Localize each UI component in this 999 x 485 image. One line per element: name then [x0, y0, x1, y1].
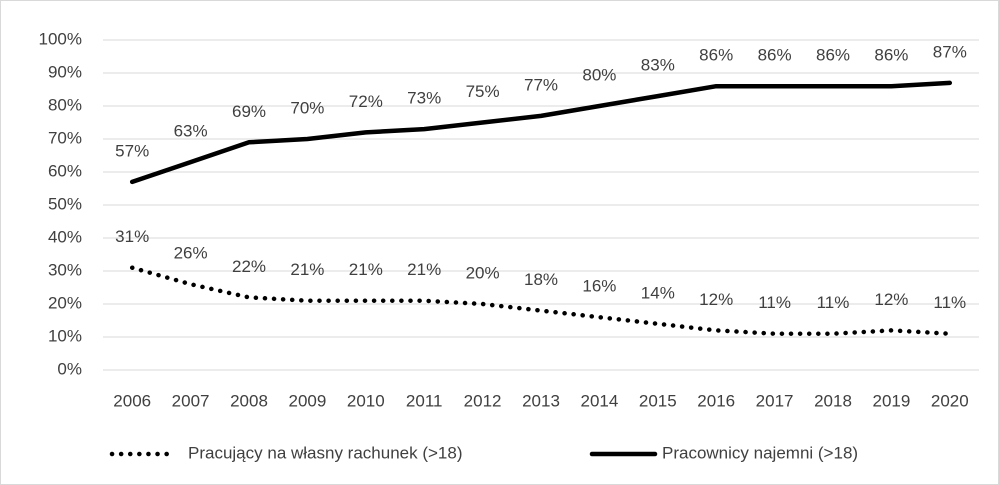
data-label: 75%: [466, 82, 500, 101]
legend-label: Pracownicy najemni (>18): [662, 443, 858, 462]
x-tick-label: 2009: [288, 391, 326, 410]
data-label: 86%: [758, 46, 792, 65]
x-tick-label: 2010: [347, 391, 385, 410]
y-tick-label: 40%: [48, 227, 82, 246]
data-label: 83%: [641, 56, 675, 75]
data-label: 77%: [524, 75, 558, 94]
x-tick-label: 2015: [639, 391, 677, 410]
data-label: 80%: [582, 65, 616, 84]
y-tick-label: 90%: [48, 62, 82, 81]
data-label: 11%: [758, 293, 791, 312]
data-label: 16%: [582, 277, 616, 296]
y-tick-label: 60%: [48, 161, 82, 180]
data-label: 86%: [699, 46, 733, 65]
data-label: 31%: [115, 227, 149, 246]
x-tick-label: 2006: [113, 391, 151, 410]
x-tick-label: 2020: [931, 391, 969, 410]
data-label: 18%: [524, 270, 558, 289]
y-tick-label: 30%: [48, 260, 82, 279]
x-tick-label: 2012: [464, 391, 502, 410]
x-tick-label: 2019: [872, 391, 910, 410]
data-label: 69%: [232, 102, 266, 121]
x-tick-label: 2016: [697, 391, 735, 410]
legend-label: Pracujący na własny rachunek (>18): [188, 443, 463, 462]
x-tick-label: 2013: [522, 391, 560, 410]
x-tick-label: 2007: [172, 391, 210, 410]
y-tick-label: 10%: [48, 326, 82, 345]
y-tick-label: 70%: [48, 128, 82, 147]
data-label: 63%: [174, 122, 208, 141]
data-label: 21%: [407, 260, 441, 279]
data-label: 21%: [349, 260, 383, 279]
data-label: 72%: [349, 92, 383, 111]
data-label: 14%: [641, 283, 675, 302]
y-tick-label: 0%: [57, 359, 82, 378]
data-label: 70%: [290, 98, 324, 117]
data-label: 86%: [874, 46, 908, 65]
data-label: 22%: [232, 257, 266, 276]
data-label: 86%: [816, 46, 850, 65]
data-label: 26%: [174, 244, 208, 263]
data-label: 57%: [115, 141, 149, 160]
x-tick-label: 2017: [756, 391, 794, 410]
data-label: 73%: [407, 89, 441, 108]
data-label: 87%: [933, 42, 967, 61]
y-tick-label: 100%: [39, 29, 82, 48]
series-line: [129, 80, 953, 185]
y-tick-label: 50%: [48, 194, 82, 213]
data-label: 21%: [290, 260, 324, 279]
data-label: 12%: [874, 290, 908, 309]
x-tick-label: 2018: [814, 391, 852, 410]
y-tick-label: 20%: [48, 293, 82, 312]
x-tick-label: 2011: [406, 391, 443, 410]
x-tick-label: 2008: [230, 391, 268, 410]
y-tick-label: 80%: [48, 95, 82, 114]
data-label: 12%: [699, 290, 733, 309]
x-tick-label: 2014: [580, 391, 618, 410]
data-label: 11%: [817, 293, 850, 312]
data-label: 20%: [466, 263, 500, 282]
data-label: 11%: [933, 293, 966, 312]
